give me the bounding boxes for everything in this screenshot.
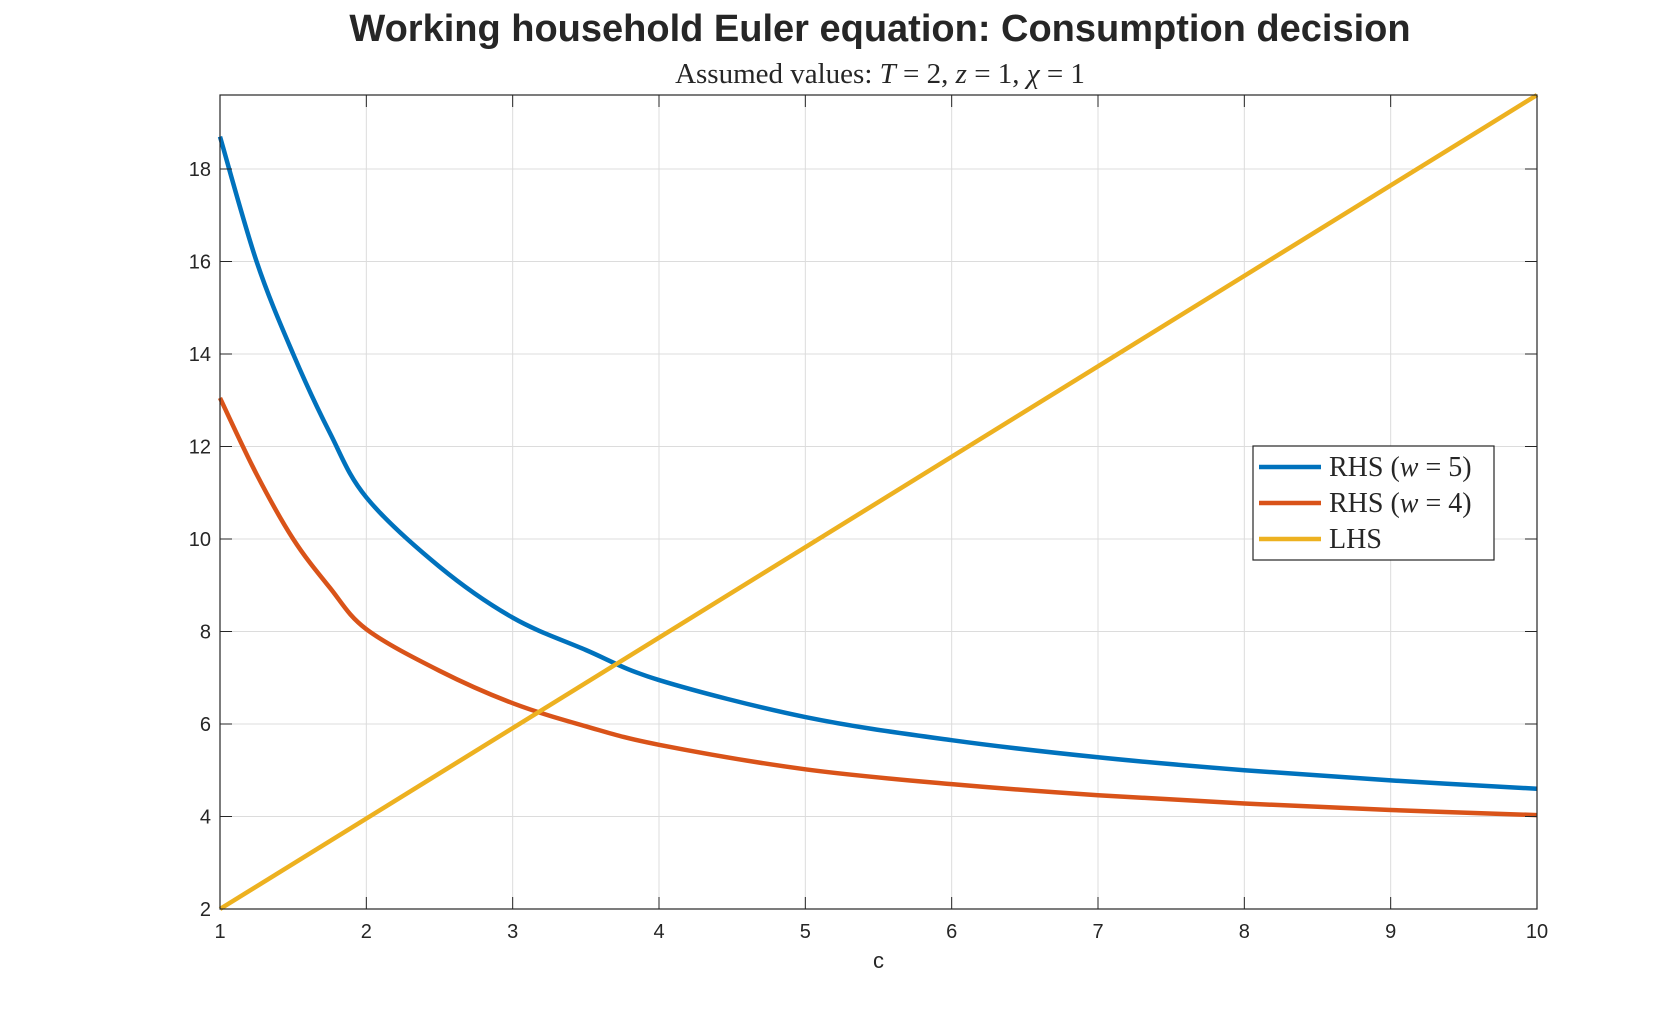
series-rhs-w4-line (217, 396, 1538, 818)
y-tick-label: 10 (189, 529, 211, 551)
legend: RHS (w = 5) RHS (w = 4) LHS (1252, 445, 1495, 561)
y-tick-label: 14 (189, 344, 211, 366)
x-tick-label: 3 (507, 921, 518, 943)
x-tick-label: 10 (1526, 921, 1548, 943)
series-rhs-w5-line (217, 135, 1538, 791)
chart-subtitle: Assumed values: T = 2, z = 1, χ = 1 (675, 58, 1085, 90)
series-lhs-line (218, 93, 1539, 911)
y-tick-label: 8 (200, 622, 211, 644)
x-tick-label: 5 (800, 921, 811, 943)
series-lines (217, 93, 1539, 911)
legend-entry: RHS (w = 4) (1329, 488, 1472, 519)
y-tick-label: 2 (200, 899, 211, 921)
y-tick-label: 6 (200, 714, 211, 736)
y-tick-label: 16 (189, 252, 211, 274)
y-tick-label: 4 (200, 807, 211, 829)
x-tick-label: 6 (946, 921, 957, 943)
x-tick-label: 9 (1385, 921, 1396, 943)
plot-frame (219, 94, 1538, 910)
y-tick-label: 12 (189, 437, 211, 459)
x-tick-label: 1 (214, 921, 225, 943)
x-axis-label: c (873, 948, 884, 973)
chart-title: Working household Euler equation: Consum… (349, 8, 1410, 50)
x-tick-label: 2 (361, 921, 372, 943)
x-tick-label: 4 (653, 921, 664, 943)
legend-entry: RHS (w = 5) (1329, 452, 1472, 483)
legend-entry: LHS (1329, 524, 1382, 555)
y-tick-label: 18 (189, 159, 211, 181)
x-tick-label: 7 (1092, 921, 1103, 943)
x-tick-label: 8 (1239, 921, 1250, 943)
